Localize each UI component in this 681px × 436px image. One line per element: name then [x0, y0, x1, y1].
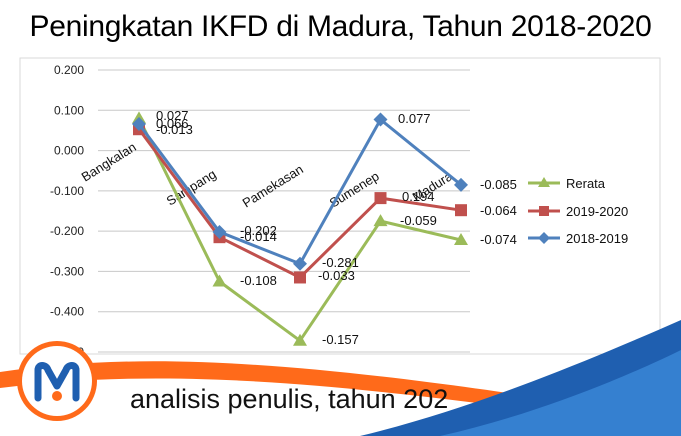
- y-tick-label: -0.100: [50, 184, 84, 198]
- legend-label: Rerata: [566, 176, 606, 191]
- logo-mark-icon: [34, 362, 80, 402]
- x-tick-label: Bangkalan: [79, 139, 139, 184]
- data-point: [212, 224, 227, 239]
- data-label: -0.157: [322, 332, 359, 347]
- brand-logo: [22, 346, 92, 416]
- data-point: [373, 214, 388, 227]
- data-point: [455, 204, 467, 217]
- data-point: [374, 192, 387, 205]
- page-title: Peningkatan IKFD di Madura, Tahun 2018-2…: [29, 10, 652, 43]
- data-point: [293, 333, 307, 346]
- data-label: 0.194: [402, 189, 435, 204]
- data-label: -0.059: [400, 213, 437, 228]
- data-label: -0.085: [480, 177, 517, 192]
- data-label: -0.074: [480, 232, 517, 247]
- data-label: 0.077: [398, 111, 431, 126]
- y-tick-label: -0.200: [50, 224, 84, 238]
- x-tick-label: Pamekasan: [240, 161, 306, 210]
- y-tick-label: -0.400: [50, 305, 84, 319]
- data-point: [212, 274, 227, 287]
- y-tick-label: 0.100: [54, 103, 84, 117]
- data-label: -0.108: [240, 273, 277, 288]
- data-point: [454, 177, 468, 192]
- legend-label: 2018-2019: [566, 231, 628, 246]
- chart-border: [19, 57, 661, 355]
- legend-label: 2019-2020: [566, 204, 628, 219]
- data-label: 0.027: [156, 108, 189, 123]
- chart-area: 0.200 0.100 0.000 -0.100 -0.200 -0.300 -0.400 -…: [0, 56, 681, 356]
- data-label: -0.281: [322, 255, 359, 270]
- line-chart: 0.200 0.100 0.000 -0.100 -0.200 -0.300 -0.400 -…: [19, 57, 661, 356]
- data-point: [132, 116, 146, 131]
- legend-marker: [539, 206, 549, 216]
- data-label: 0.066: [156, 116, 189, 131]
- series-line: [137, 117, 462, 343]
- data-label: -0.014: [240, 229, 277, 244]
- footer-lightblue-wave: [440, 350, 681, 436]
- source-caption: analisis penulis, tahun 202: [130, 384, 449, 414]
- data-label: -0.033: [318, 268, 355, 283]
- data-point: [454, 233, 468, 246]
- data-point: [294, 271, 306, 284]
- footer-decoration: [0, 320, 681, 436]
- data-point: [293, 256, 307, 271]
- y-tick-label: -0.300: [50, 264, 84, 278]
- data-label: -0.064: [480, 203, 517, 218]
- data-label: -0.202: [240, 223, 277, 238]
- y-tick-label: 0.200: [54, 63, 84, 77]
- legend-marker: [538, 232, 550, 244]
- data-point: [373, 112, 388, 127]
- data-label: -0.013: [156, 122, 193, 137]
- y-tick-label: 0.000: [54, 144, 84, 158]
- legend-marker: [538, 177, 550, 187]
